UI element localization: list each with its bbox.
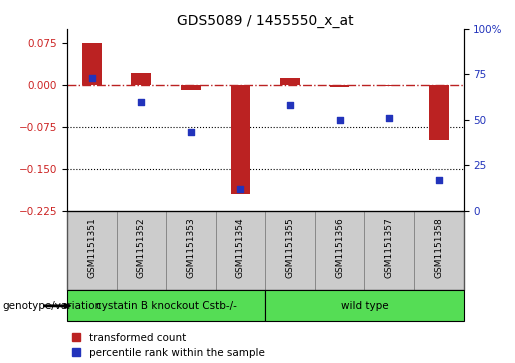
- Bar: [181, 85, 201, 90]
- Text: GSM1151356: GSM1151356: [335, 217, 344, 278]
- Bar: [365, 211, 414, 290]
- Bar: [67, 211, 116, 290]
- Text: cystatin B knockout Cstb-/-: cystatin B knockout Cstb-/-: [96, 301, 236, 311]
- Text: GSM1151352: GSM1151352: [137, 217, 146, 278]
- Text: GSM1151357: GSM1151357: [385, 217, 393, 278]
- Bar: [280, 78, 300, 85]
- Point: [137, 99, 145, 105]
- Bar: [265, 290, 464, 321]
- Bar: [216, 211, 265, 290]
- Bar: [231, 85, 250, 194]
- Text: GSM1151354: GSM1151354: [236, 217, 245, 278]
- Bar: [116, 211, 166, 290]
- Point: [88, 75, 96, 81]
- Point: [385, 115, 393, 121]
- Bar: [315, 211, 365, 290]
- Bar: [131, 73, 151, 85]
- Text: GSM1151355: GSM1151355: [285, 217, 295, 278]
- Legend: transformed count, percentile rank within the sample: transformed count, percentile rank withi…: [72, 333, 265, 358]
- Bar: [67, 290, 265, 321]
- Text: GSM1151358: GSM1151358: [434, 217, 443, 278]
- Title: GDS5089 / 1455550_x_at: GDS5089 / 1455550_x_at: [177, 14, 353, 28]
- Bar: [429, 85, 449, 140]
- Text: genotype/variation: genotype/variation: [3, 301, 101, 311]
- Point: [335, 117, 344, 123]
- Point: [286, 102, 294, 108]
- Bar: [265, 211, 315, 290]
- Point: [187, 130, 195, 135]
- Bar: [82, 43, 101, 85]
- Point: [236, 186, 245, 192]
- Bar: [414, 211, 464, 290]
- Text: wild type: wild type: [340, 301, 388, 311]
- Text: GSM1151351: GSM1151351: [87, 217, 96, 278]
- Point: [435, 177, 443, 183]
- Bar: [166, 211, 216, 290]
- Bar: [379, 85, 399, 86]
- Text: GSM1151353: GSM1151353: [186, 217, 195, 278]
- Bar: [330, 85, 350, 86]
